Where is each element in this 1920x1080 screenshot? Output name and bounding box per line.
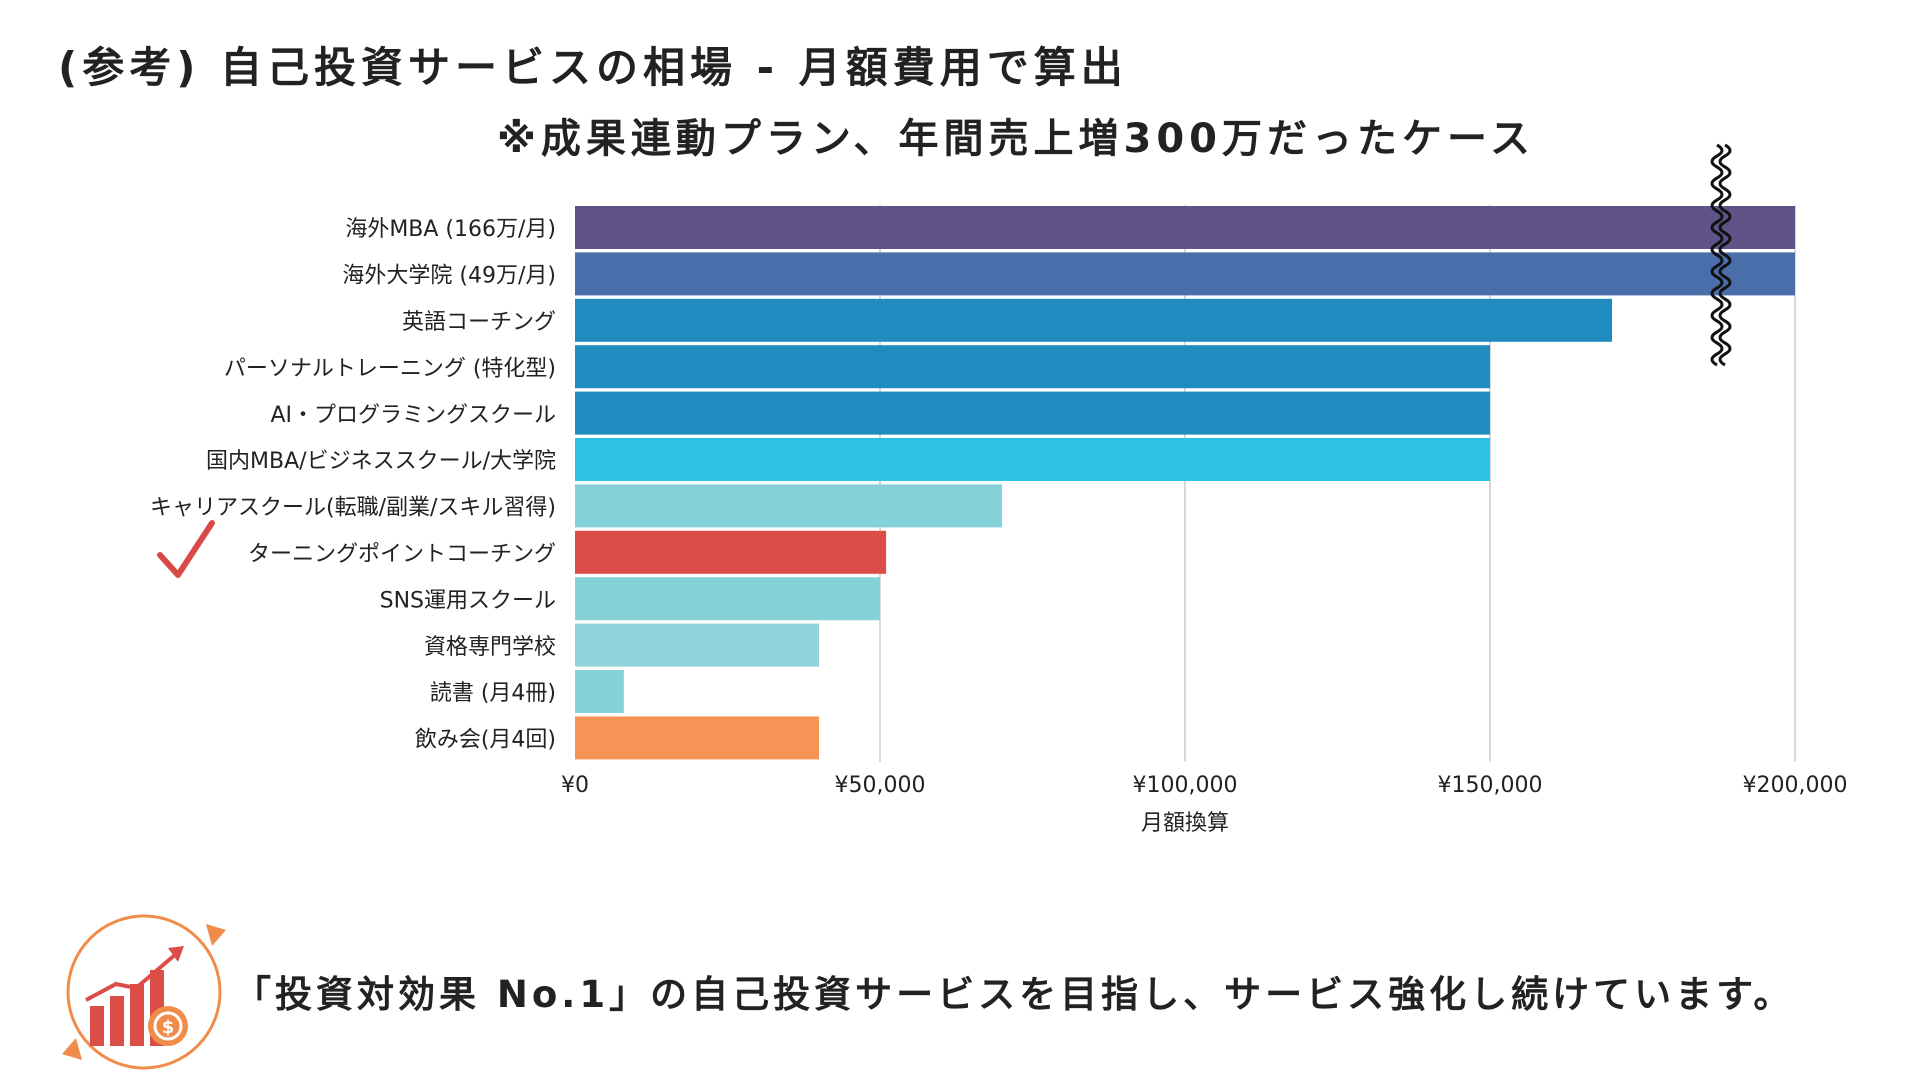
bar [575,438,1490,481]
x-tick-label: ¥50,000 [835,773,926,798]
page-title: (参考) 自己投資サービスの相場 - 月額費用で算出 [58,43,1128,92]
bar [575,530,887,574]
footer-message: 「投資対効果 No.1」の自己投資サービスを目指し、サービス強化し続けています。 [234,973,1795,1016]
x-tick-label: ¥200,000 [1743,773,1848,798]
bar [575,716,819,760]
axis-break-mark [1718,143,1732,367]
category-label: パーソナルトレーニング (特化型) [224,356,556,381]
category-label: 海外MBA (166万/月) [345,217,556,242]
axis-break-mark [1710,143,1724,367]
category-label: AI・プログラミングスクール [270,403,556,428]
category-label: ターニングポイントコーチング [248,542,556,567]
bar [575,252,1795,296]
page-subtitle: ※成果連動プラン、年間売上増300万だったケース [497,116,1535,162]
bar [575,577,880,621]
bar [575,391,1490,435]
category-label: 国内MBA/ビジネススクール/大学院 [206,449,556,474]
x-tick-label: ¥100,000 [1133,773,1238,798]
category-label: 英語コーチング [402,310,556,335]
bar [575,345,1490,389]
bar [575,484,1002,528]
growth-chart-coin-icon: $ [62,914,226,1070]
bar [575,298,1612,342]
bar [575,623,819,667]
category-label: 読書 (月4冊) [430,681,556,706]
bar [575,206,1795,249]
category-label: SNS運用スクール [380,588,556,613]
x-axis-title: 月額換算 [1141,811,1229,836]
category-label: 資格専門学校 [424,635,556,660]
category-label: 飲み会(月4回) [415,728,556,753]
category-label: 海外大学院 (49万/月) [342,264,556,289]
x-tick-label: ¥0 [561,773,589,798]
bar [575,670,624,713]
check-icon [157,520,215,578]
svg-text:$: $ [162,1017,175,1038]
x-tick-label: ¥150,000 [1438,773,1543,798]
category-label: キャリアスクール(転職/副業/スキル習得) [150,496,556,521]
